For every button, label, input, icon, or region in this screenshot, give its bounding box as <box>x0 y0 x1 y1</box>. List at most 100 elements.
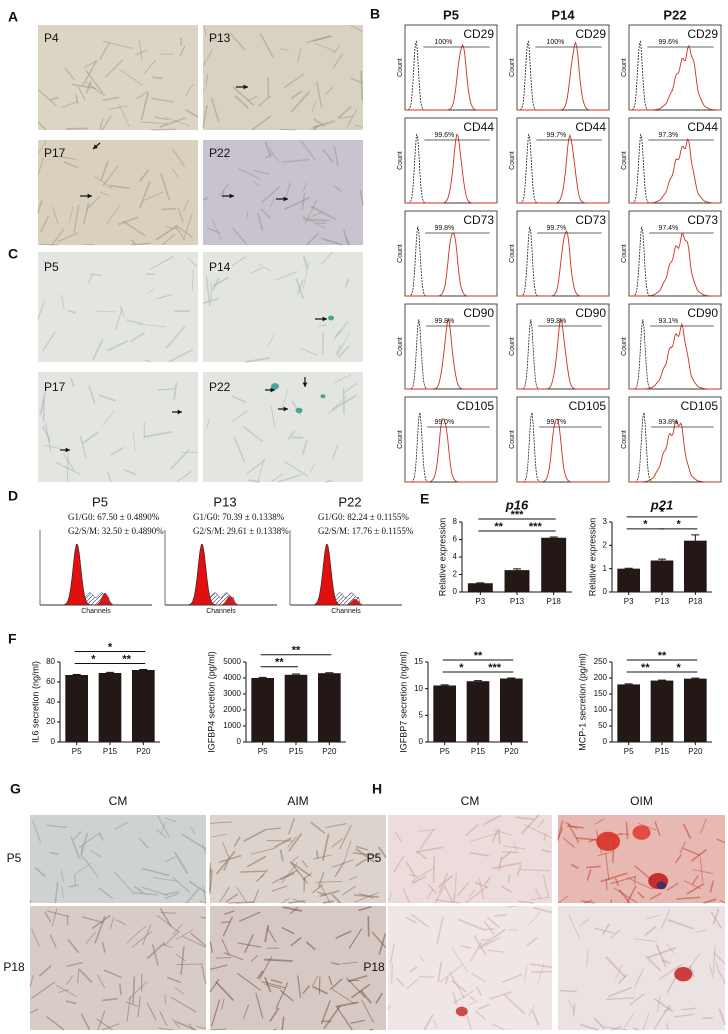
cell-texture <box>659 963 683 980</box>
cell-texture <box>432 855 435 883</box>
marker-curve <box>629 44 721 111</box>
cell-texture <box>594 818 605 825</box>
bar <box>284 674 308 742</box>
axis-label: Count <box>509 337 516 356</box>
arrow-head <box>302 382 308 387</box>
bar <box>132 670 155 742</box>
y-tick-label: 3 <box>603 517 608 526</box>
cell-texture <box>250 955 258 962</box>
x-tick-label: P20 <box>504 747 519 756</box>
cell-texture <box>679 841 687 854</box>
y-axis-label: Relative expression <box>587 518 597 597</box>
axis-label: Count <box>509 430 516 449</box>
x-tick-label: P15 <box>655 747 670 756</box>
cell-texture <box>337 106 352 120</box>
cell-texture <box>231 227 248 246</box>
cell-texture <box>108 105 128 110</box>
cell-texture <box>449 972 465 999</box>
cell-texture <box>267 333 275 347</box>
cell-texture <box>255 992 264 1019</box>
bar <box>65 675 88 742</box>
cell-texture <box>516 865 522 876</box>
sig-label: ** <box>641 662 650 674</box>
cell-texture <box>332 988 356 1005</box>
cell-texture <box>209 978 220 993</box>
x-tick-label: P5 <box>72 747 82 756</box>
cell-texture <box>256 970 264 980</box>
x-tick-label: P13 <box>655 597 670 606</box>
cell-texture <box>271 885 288 892</box>
cell-texture <box>314 43 336 52</box>
marker-curve <box>405 232 497 297</box>
image-label: P13 <box>209 31 231 45</box>
sig-label: ** <box>122 653 131 665</box>
cell-texture <box>269 1007 280 1022</box>
cell-texture <box>506 905 516 908</box>
cell-texture <box>65 975 74 986</box>
cell-texture <box>60 870 65 883</box>
cell-texture <box>710 911 723 929</box>
cell-texture <box>101 1023 120 1031</box>
marker-curve <box>517 318 609 390</box>
cell-texture <box>160 821 166 836</box>
cell-texture <box>537 819 545 828</box>
cell-texture <box>695 929 707 933</box>
cell-texture <box>185 888 200 904</box>
cell-texture <box>199 900 207 904</box>
cell-texture <box>96 974 106 989</box>
cell-texture <box>317 872 325 888</box>
cell-texture <box>346 977 366 999</box>
cell-texture <box>457 881 470 896</box>
g1-text: G1/G0: 70.39 ± 0.1338% <box>193 512 285 522</box>
g2-text: G2/S/M: 17.76 ± 0.1155% <box>318 526 414 536</box>
cell-texture <box>336 332 351 356</box>
cell-texture <box>188 258 198 267</box>
cell-texture <box>154 116 169 121</box>
cell-texture <box>336 344 342 355</box>
gate-percent: 99.7% <box>546 419 566 426</box>
panel-letter: F <box>8 631 17 647</box>
marker-curve <box>629 322 721 390</box>
x-tick-label: P20 <box>136 747 151 756</box>
cell-texture <box>74 94 79 104</box>
marker-curve <box>517 229 609 297</box>
cell-texture <box>474 1009 486 1020</box>
cell-texture <box>99 394 117 402</box>
micrograph <box>38 252 198 362</box>
g1-peak <box>40 543 152 606</box>
cell-texture <box>165 226 179 230</box>
cell-texture <box>190 932 207 947</box>
cell-texture <box>252 889 260 904</box>
cell-texture <box>713 945 716 974</box>
cell-texture <box>164 892 180 900</box>
cell-texture <box>666 882 679 891</box>
cell-texture <box>98 887 114 900</box>
cell-texture <box>360 70 364 101</box>
error-bar <box>549 536 558 538</box>
cell-texture <box>405 916 417 924</box>
cell-texture <box>238 911 261 922</box>
cell-texture <box>667 918 694 930</box>
x-tick-label: P18 <box>688 597 703 606</box>
y-tick-label: 0 <box>51 737 56 746</box>
cell-texture <box>259 264 272 272</box>
cell-texture <box>594 927 615 934</box>
arrow-head <box>93 144 98 149</box>
cell-texture <box>378 846 387 858</box>
cell-texture <box>605 853 610 881</box>
cell-texture <box>206 419 210 428</box>
cell-texture <box>37 139 47 154</box>
cell-texture <box>132 430 136 452</box>
histogram-frame <box>628 117 722 204</box>
cell-texture <box>172 168 180 178</box>
cell-texture <box>681 1007 697 1011</box>
cell-texture <box>166 976 182 984</box>
cell-texture <box>231 395 247 403</box>
cell-texture <box>355 858 367 867</box>
cell-texture <box>474 881 489 889</box>
cell-texture <box>605 879 608 891</box>
histogram-frame <box>516 396 610 483</box>
gate-percent: 99.0% <box>434 419 454 426</box>
cell-texture <box>503 845 525 850</box>
y-tick-label: 250 <box>594 657 608 666</box>
